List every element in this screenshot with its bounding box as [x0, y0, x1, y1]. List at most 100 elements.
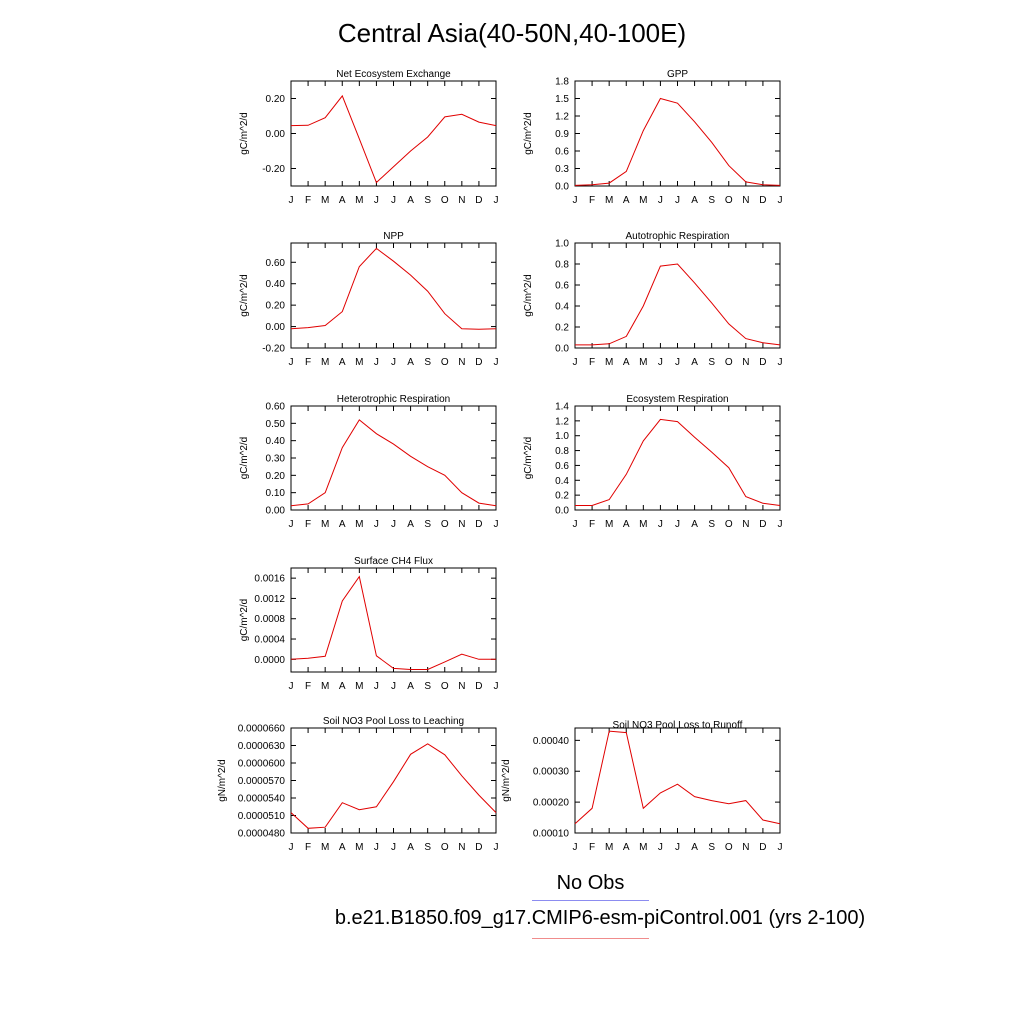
plot-frame [290, 80, 497, 187]
x-tick-label: J [374, 842, 379, 853]
x-tick-label: O [441, 195, 449, 206]
x-tick-label: J [573, 357, 578, 368]
panel-title: Soil NO3 Pool Loss to Leaching [323, 716, 464, 727]
x-tick-label: J [391, 681, 396, 692]
x-tick-label: M [605, 519, 613, 530]
x-tick-label: N [458, 519, 465, 530]
y-tick-label: 0.0000660 [238, 724, 286, 735]
legend-model-line [532, 938, 649, 939]
series-line [575, 263, 781, 346]
y-tick-label: 0.40 [266, 279, 286, 290]
x-tick-label: M [321, 357, 329, 368]
y-tick-label: 0.0008 [254, 614, 285, 625]
x-tick-label: J [658, 357, 663, 368]
x-tick-label: M [321, 842, 329, 853]
x-tick-label: J [289, 195, 294, 206]
y-axis-label: gC/m^2/d [239, 274, 250, 317]
y-axis-label: gC/m^2/d [523, 112, 534, 155]
y-tick-label: 0.00030 [533, 767, 570, 778]
y-tick-label: -0.20 [262, 344, 285, 355]
y-tick-label: 0.0000480 [238, 829, 286, 840]
x-tick-label: A [339, 681, 346, 692]
x-tick-label: O [725, 842, 733, 853]
y-tick-label: 0.2 [555, 323, 569, 334]
x-tick-label: J [289, 519, 294, 530]
y-tick-label: 0.6 [555, 461, 569, 472]
series-line [290, 575, 496, 670]
y-tick-label: 0.00 [266, 506, 286, 517]
y-tick-label: 0.30 [266, 454, 286, 465]
x-tick-label: M [639, 519, 647, 530]
y-tick-label: 0.0000630 [238, 741, 286, 752]
chart-panel: Soil NO3 Pool Loss to Runoff gN/m^2/d 0.00… [501, 720, 783, 853]
x-tick-label: S [424, 842, 431, 853]
x-tick-label: O [725, 195, 733, 206]
x-tick-label: M [355, 195, 363, 206]
x-tick-label: J [658, 195, 663, 206]
y-tick-label: 0.8 [555, 446, 569, 457]
chart-panel: Autotrophic Respiration gC/m^2/d 0.0 0.2 0.4… [523, 231, 783, 368]
x-tick-label: O [441, 842, 449, 853]
x-tick-label: S [708, 519, 715, 530]
legend-obs-line [532, 900, 649, 901]
x-tick-label: J [573, 195, 578, 206]
x-tick-label: J [675, 357, 680, 368]
x-tick-label: M [355, 842, 363, 853]
chart-panel: Ecosystem Respiration gC/m^2/d 0.0 0.2 0.4 0.… [523, 394, 783, 530]
chart-panel: Heterotrophic Respiration gC/m^2/d 0.00 0.1… [239, 394, 499, 530]
x-tick-label: S [424, 519, 431, 530]
x-tick-label: F [589, 195, 595, 206]
x-tick-label: S [424, 195, 431, 206]
x-tick-label: J [658, 519, 663, 530]
y-tick-label: 0.40 [266, 436, 286, 447]
x-tick-label: J [494, 195, 499, 206]
x-tick-label: M [355, 681, 363, 692]
x-tick-label: F [589, 842, 595, 853]
y-tick-label: 0.10 [266, 488, 286, 499]
y-tick-label: -0.20 [262, 164, 285, 175]
x-tick-label: F [305, 195, 311, 206]
panel-title: Soil NO3 Pool Loss to Runoff [613, 720, 743, 731]
plot-frame [574, 242, 781, 349]
x-tick-label: J [658, 842, 663, 853]
series-line [290, 743, 497, 829]
x-tick-label: J [289, 681, 294, 692]
y-tick-label: 0.00040 [533, 736, 570, 747]
y-tick-label: 0.6 [555, 147, 569, 158]
x-tick-label: A [407, 519, 414, 530]
x-tick-label: J [675, 842, 680, 853]
x-tick-label: J [391, 842, 396, 853]
x-tick-label: M [639, 357, 647, 368]
x-tick-label: M [639, 842, 647, 853]
y-tick-label: 0.0000510 [238, 811, 286, 822]
chart-panel: Surface CH4 Flux gC/m^2/d 0.0000 0.0004 0.00… [239, 556, 499, 692]
y-tick-label: 0.4 [555, 302, 569, 313]
x-tick-label: D [759, 519, 766, 530]
x-tick-label: M [605, 195, 613, 206]
x-tick-label: O [441, 519, 449, 530]
plot-frame [574, 727, 781, 834]
panel-title: Autotrophic Respiration [626, 231, 730, 242]
y-tick-label: 1.0 [555, 239, 569, 250]
y-tick-label: 0.50 [266, 419, 286, 430]
x-tick-label: J [675, 519, 680, 530]
x-tick-label: A [691, 357, 698, 368]
legend-obs-label: No Obs [556, 872, 625, 894]
x-tick-label: M [605, 842, 613, 853]
x-tick-label: J [391, 195, 396, 206]
y-tick-label: 0.0 [555, 506, 569, 517]
y-tick-label: 0.0000 [254, 655, 285, 666]
y-tick-label: 0.00 [266, 129, 286, 140]
y-tick-label: 0.0012 [254, 594, 285, 605]
x-tick-label: J [374, 357, 379, 368]
y-tick-label: 1.2 [555, 112, 569, 123]
page-title: Central Asia(40-50N,40-100E) [337, 18, 687, 48]
y-tick-label: 0.00 [266, 322, 286, 333]
y-axis-label: gN/m^2/d [217, 759, 228, 802]
x-tick-label: F [589, 519, 595, 530]
legend-model-label: b.e21.B1850.f09_g17.CMIP6-esm-piControl.… [334, 907, 866, 929]
panel-title: NPP [383, 231, 404, 242]
y-tick-label: 1.8 [555, 77, 569, 88]
